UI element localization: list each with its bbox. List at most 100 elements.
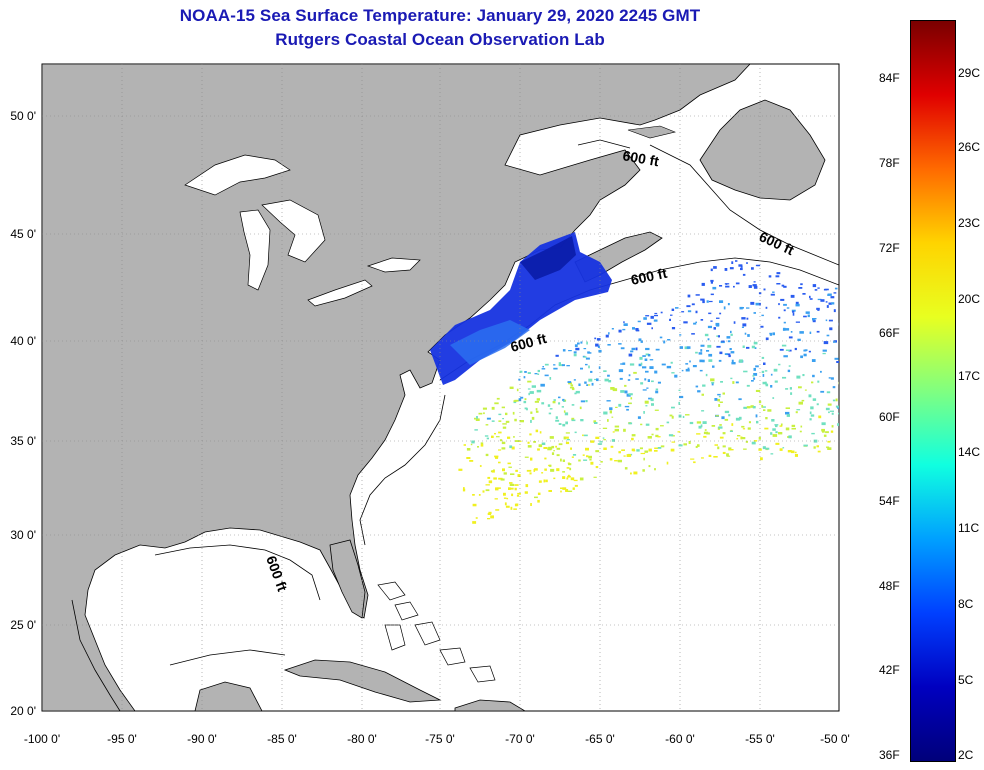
sst-pixel	[798, 287, 803, 289]
sst-pixel	[671, 415, 674, 419]
sst-pixel	[730, 333, 733, 336]
sst-pixel	[822, 430, 825, 433]
sst-pixel	[488, 511, 492, 514]
sst-pixel	[731, 362, 736, 365]
sst-pixel	[590, 440, 595, 443]
sst-pixel	[630, 397, 633, 400]
land-newfoundland	[699, 99, 826, 201]
sst-pixel	[733, 285, 735, 288]
sst-pixel	[778, 363, 781, 366]
sst-pixel	[829, 327, 833, 331]
sst-pixel	[666, 365, 672, 369]
sst-pixel	[539, 431, 542, 434]
sst-pixel	[810, 406, 814, 410]
sst-pixel	[590, 370, 593, 373]
sst-pixel	[627, 379, 631, 381]
sst-pixel	[731, 359, 734, 363]
sst-pixel	[620, 363, 624, 365]
sst-pixel	[585, 357, 590, 360]
sst-pixel	[785, 349, 790, 351]
sst-pixel	[506, 497, 509, 500]
sst-pixel	[524, 456, 529, 458]
sst-pixel	[809, 418, 812, 421]
sst-pixel	[474, 429, 478, 431]
sst-pixel	[682, 415, 685, 418]
sst-pixel	[630, 350, 634, 353]
sst-pixel	[730, 377, 733, 380]
sst-pixel	[566, 467, 570, 469]
sst-pixel	[657, 447, 662, 449]
graticule	[42, 64, 839, 711]
sst-pixel	[631, 437, 634, 441]
sst-pixel	[670, 361, 673, 364]
sst-pixel	[741, 425, 745, 428]
sst-pixel	[827, 403, 832, 406]
colorbar-f-label: 42F	[879, 663, 900, 677]
sst-pixel	[812, 398, 817, 401]
sst-pixel	[476, 416, 478, 419]
sst-pixel	[686, 305, 691, 308]
sst-pixel	[695, 385, 699, 388]
sst-pixel	[553, 367, 558, 370]
sst-pixel	[545, 479, 548, 483]
sst-pixel	[653, 319, 658, 322]
sst-pixel	[501, 406, 505, 409]
sst-pixel	[595, 436, 600, 439]
sst-pixel	[574, 344, 578, 347]
sst-pixel	[571, 387, 575, 391]
sst-pixel	[728, 414, 731, 417]
sst-pixel	[660, 425, 664, 427]
sst-pixel	[708, 454, 712, 457]
sst-pixel	[679, 334, 682, 336]
sst-pixel	[765, 417, 768, 420]
sst-pixel	[804, 389, 807, 391]
land-hispaniola	[454, 699, 526, 711]
sst-pixel	[788, 336, 793, 339]
sst-pixel	[725, 283, 728, 285]
sst-pixel	[491, 470, 495, 473]
sst-pixel	[511, 493, 514, 497]
sst-pixel	[827, 440, 831, 443]
sst-pixel	[809, 411, 812, 415]
sst-pixel	[740, 265, 743, 268]
sst-pixel	[503, 472, 507, 475]
sst-pixel	[527, 380, 532, 383]
sst-pixel	[701, 457, 704, 459]
sst-pixel	[833, 341, 836, 343]
sst-pixel	[794, 454, 798, 457]
sst-pixel	[607, 344, 611, 346]
sst-pixel	[646, 322, 652, 325]
sst-pixel	[816, 403, 819, 406]
sst-pixel	[514, 418, 517, 422]
sst-pixel	[700, 424, 703, 428]
sst-pixel	[536, 398, 540, 401]
sst-pixel	[585, 400, 588, 403]
sst-pixel	[631, 434, 636, 437]
sst-pixel	[485, 453, 489, 457]
sst-pixel	[541, 442, 546, 445]
sst-pixel	[502, 426, 507, 429]
sst-pixel	[582, 454, 585, 456]
sst-pixel	[527, 441, 530, 444]
sst-pixel	[727, 340, 731, 343]
sst-pixel	[591, 382, 594, 386]
sst-pixel	[631, 448, 635, 452]
sst-pixel	[485, 489, 490, 492]
sst-pixel	[594, 378, 598, 381]
sst-pixel	[644, 378, 647, 381]
sst-pixel	[563, 410, 566, 413]
sst-pixel	[728, 355, 731, 358]
sst-pixel	[534, 496, 538, 499]
colorbar-c-label: 8C	[958, 597, 974, 611]
sst-pixel	[515, 469, 518, 472]
sst-pixel	[697, 444, 700, 446]
sst-pixel	[607, 374, 610, 377]
colorbar-c-label: 11C	[958, 521, 980, 535]
sst-pixel	[657, 436, 661, 438]
sst-pixel	[537, 499, 540, 503]
sst-pixel	[704, 333, 709, 337]
sst-pixel	[710, 279, 714, 282]
sst-pixel	[710, 293, 714, 296]
sst-pixel	[735, 381, 739, 384]
lat-tick-label: 35 0'	[10, 434, 36, 448]
